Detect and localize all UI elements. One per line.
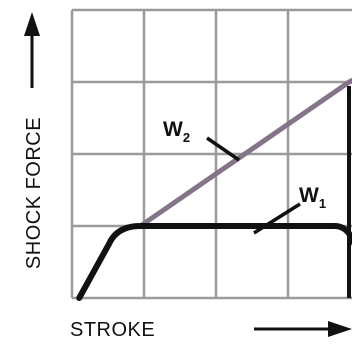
series-label-w1: W1: [299, 184, 326, 211]
chart-grid: [70, 8, 352, 300]
y-axis-label: SHOCK FORCE: [23, 117, 45, 269]
series-label-w1-sub: 1: [319, 196, 326, 211]
series-line-w2: [137, 77, 352, 229]
series-label-w2-main: W: [163, 118, 183, 141]
series-line-w1: [76, 223, 352, 301]
series-label-w2: W2: [163, 118, 190, 145]
leader-line-w2: [206, 136, 240, 162]
series-label-w2-sub: 2: [183, 130, 190, 145]
y-axis-arrow: [24, 12, 40, 88]
x-axis-label: STROKE: [70, 319, 155, 341]
series-label-w1-main: W: [299, 184, 319, 207]
x-axis-arrow: [254, 321, 352, 337]
leader-line-w1: [253, 202, 301, 235]
series-lines: [76, 77, 352, 301]
